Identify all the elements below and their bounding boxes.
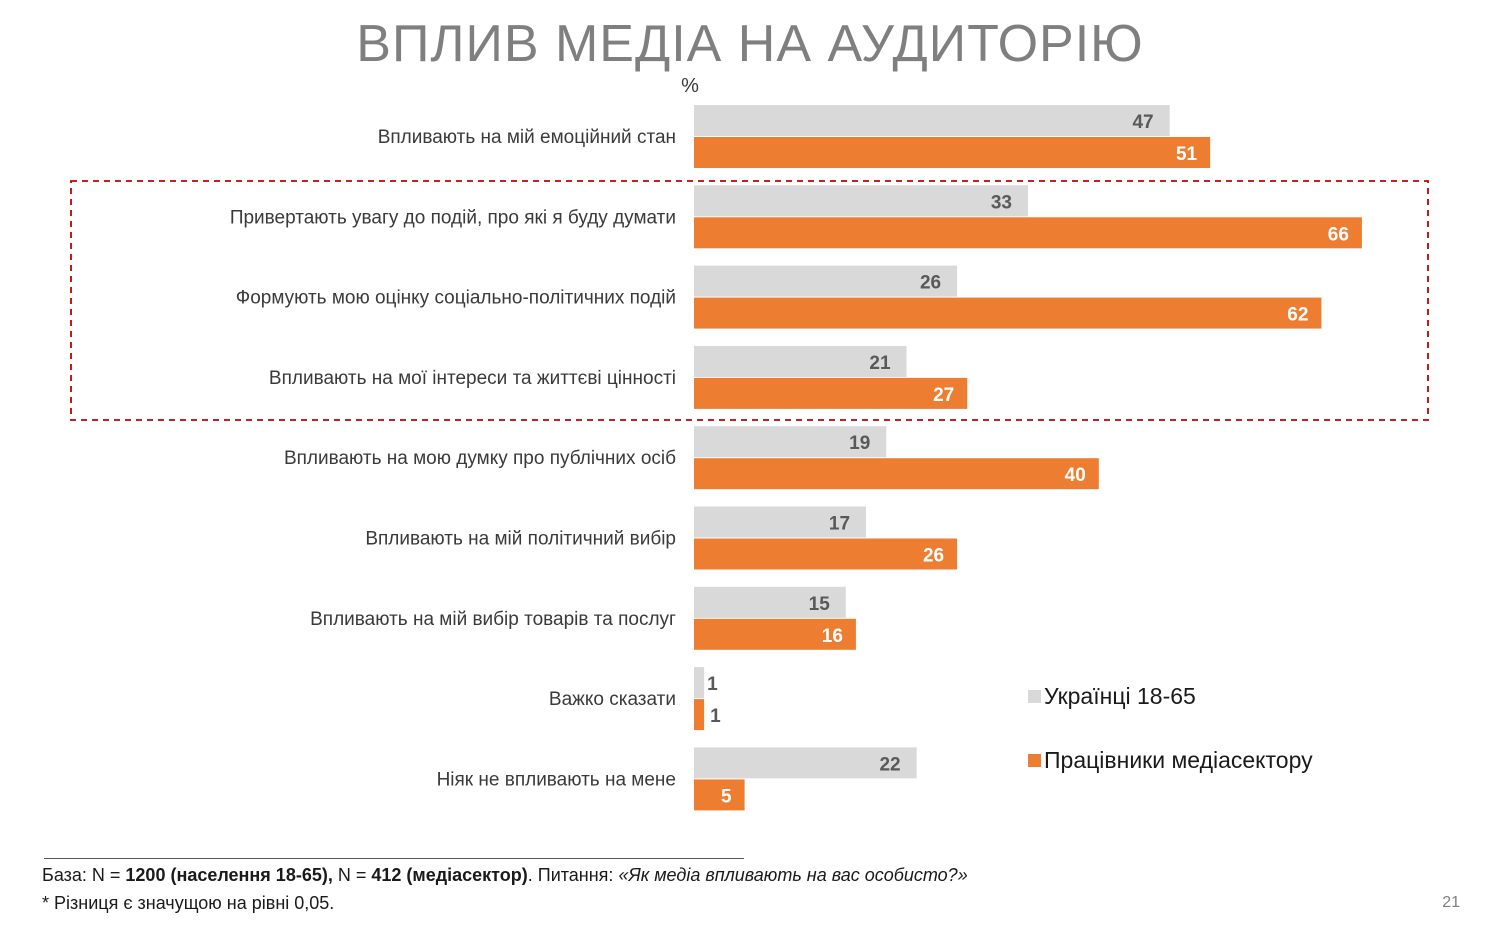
bar-ukrainians	[694, 105, 1170, 136]
value-label-ukrainians: 26	[920, 273, 941, 294]
value-label-media-workers: 62	[1287, 305, 1308, 326]
bar-media-workers	[694, 377, 968, 409]
bar-media-workers	[694, 618, 856, 650]
question-text: «Як медіа впливають на вас особисто?»	[618, 865, 968, 885]
bar-media-workers	[694, 779, 745, 811]
bar-chart: % Впливають на мій емоційний стан4751При…	[70, 75, 1429, 811]
bar-ukrainians	[694, 747, 917, 779]
bar-ukrainians	[694, 506, 867, 538]
legend-swatch-ukrainians	[1028, 690, 1041, 703]
bar-ukrainians	[694, 586, 846, 618]
value-label-media-workers: 51	[1176, 144, 1198, 165]
bar-media-workers	[694, 217, 1362, 249]
page-number: 21	[1442, 894, 1460, 911]
bar-media-workers	[694, 699, 705, 731]
bar-media-workers	[694, 538, 958, 570]
legend-label-ukrainians: Українці 18-65	[1044, 683, 1196, 709]
bar-ukrainians	[694, 345, 907, 377]
category-label: Формують мою оцінку соціально-політичних…	[236, 288, 676, 309]
bar-ukrainians	[694, 265, 958, 297]
value-label-media-workers: 1	[710, 706, 721, 727]
bar-media-workers	[694, 458, 1099, 490]
value-label-ukrainians: 47	[1132, 112, 1153, 133]
value-label-ukrainians: 19	[849, 433, 870, 454]
legend: Українці 18-65 Працівники медіасектору	[1028, 683, 1313, 773]
value-label-media-workers: 5	[721, 786, 732, 807]
footer-divider	[44, 858, 744, 859]
highlight-box	[70, 180, 1429, 421]
base-prefix: База: N =	[42, 865, 126, 885]
base-n-population: 1200 (населення 18-65),	[125, 865, 333, 885]
base-mid: N =	[332, 865, 372, 885]
category-label: Впливають на мій політичний вибір	[365, 529, 676, 550]
category-label: Впливають на мою думку про публічних осі…	[284, 448, 676, 469]
value-label-ukrainians: 21	[869, 353, 891, 374]
category-label: Впливають на мій вибір товарів та послуг	[310, 609, 676, 630]
question-prefix: . Питання:	[527, 865, 619, 885]
value-label-media-workers: 40	[1065, 465, 1086, 486]
legend-label-media-workers: Працівники медіасектору	[1044, 747, 1313, 773]
chart-title: ВПЛИВ МЕДІА НА АУДИТОРІЮ	[356, 15, 1144, 73]
base-footnote: База: N = 1200 (населення 18-65), N = 41…	[42, 865, 968, 886]
category-label: Важко сказати	[549, 689, 676, 710]
significance-note: * Різниця є значущою на рівні 0,05.	[42, 893, 335, 913]
category-label: Ніяк не впливають на мене	[437, 769, 676, 790]
base-n-media: 412 (медіасектор)	[371, 865, 528, 885]
category-label: Впливають на мої інтереси та життєві цін…	[269, 368, 676, 389]
bars-group: Впливають на мій емоційний стан4751Приве…	[230, 105, 1362, 811]
category-label: Привертають увагу до подій, про які я бу…	[230, 207, 676, 228]
value-label-media-workers: 27	[933, 385, 954, 406]
value-label-ukrainians: 17	[829, 514, 850, 535]
value-label-ukrainians: 22	[879, 754, 900, 775]
bar-media-workers	[694, 137, 1211, 168]
value-label-media-workers: 66	[1328, 224, 1349, 245]
value-label-ukrainians: 33	[991, 192, 1012, 213]
unit-label: %	[681, 75, 699, 97]
bar-media-workers	[694, 297, 1322, 329]
value-label-media-workers: 26	[923, 546, 944, 567]
legend-swatch-media-workers	[1028, 754, 1041, 767]
value-label-ukrainians: 1	[707, 674, 718, 695]
bar-ukrainians	[694, 185, 1028, 217]
bar-ukrainians	[694, 667, 705, 699]
value-label-ukrainians: 15	[809, 594, 831, 615]
value-label-media-workers: 16	[822, 626, 843, 647]
category-label: Впливають на мій емоційний стан	[378, 127, 676, 148]
bar-ukrainians	[694, 426, 887, 458]
